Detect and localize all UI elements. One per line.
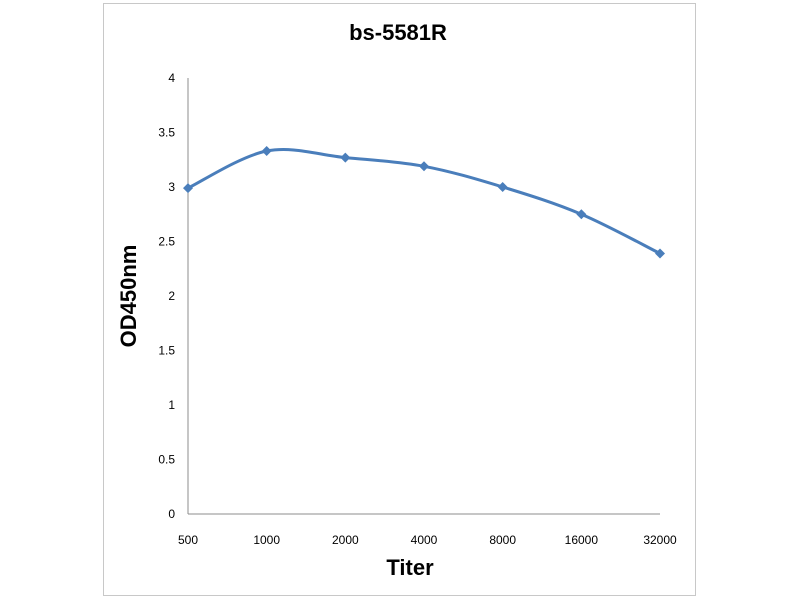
y-tick-label: 3 [168, 180, 175, 194]
y-tick-label: 1.5 [158, 344, 175, 358]
x-tick-label: 32000 [643, 533, 677, 547]
y-tick-label: 4 [168, 71, 175, 85]
x-tick-label: 1000 [253, 533, 280, 547]
x-tick-labels: 500 1000 2000 4000 8000 16000 32000 [178, 533, 677, 547]
data-point-marker [419, 161, 429, 172]
chart-frame [103, 3, 696, 596]
x-tick-label: 8000 [489, 533, 516, 547]
y-tick-label: 0 [168, 507, 175, 521]
y-tick-label: 3.5 [158, 126, 175, 140]
x-tick-label: 500 [178, 533, 198, 547]
chart-title: bs-5581R [349, 20, 447, 45]
data-point-marker [183, 183, 193, 194]
data-point-marker [340, 152, 351, 163]
y-tick-label: 2 [168, 289, 175, 303]
y-axis-title: OD450nm [116, 245, 141, 348]
series-markers [183, 146, 665, 259]
y-tick-label: 0.5 [158, 453, 175, 467]
x-tick-label: 2000 [332, 533, 359, 547]
data-point-marker [261, 146, 272, 157]
x-axis-title: Titer [386, 555, 434, 580]
data-point-marker [497, 182, 508, 192]
y-tick-label: 2.5 [158, 235, 175, 249]
data-point-marker [655, 248, 665, 259]
x-tick-label: 16000 [565, 533, 599, 547]
y-tick-label: 1 [168, 398, 175, 412]
x-tick-label: 4000 [411, 533, 438, 547]
data-point-marker [576, 209, 587, 220]
y-tick-labels: 0 0.5 1 1.5 2 2.5 3 3.5 4 [158, 71, 175, 521]
